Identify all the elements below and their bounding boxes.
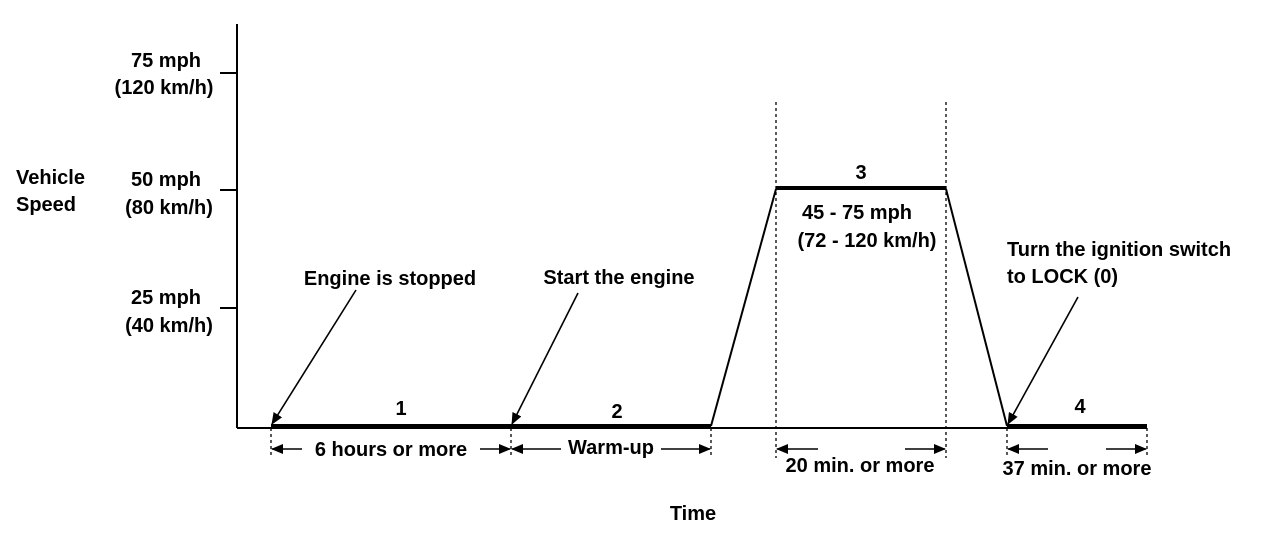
tick-label-75-mph: 75 mph <box>131 50 201 72</box>
duration-4-label: 37 min. or more <box>1003 458 1152 480</box>
accel-ramp <box>710 188 777 427</box>
x-axis-title: Time <box>670 503 716 525</box>
callout-ignition-line2: to LOCK (0) <box>1007 266 1118 288</box>
speed-range-kmh: (72 - 120 km/h) <box>798 230 937 252</box>
callout-engine-stopped: Engine is stopped <box>304 268 476 290</box>
duration-1-label: 6 hours or more <box>315 439 467 461</box>
tick-label-50-kmh: (80 km/h) <box>125 197 213 219</box>
tick-label-75-kmh: (120 km/h) <box>115 77 214 99</box>
phase-4-label: 4 <box>1074 396 1086 418</box>
y-axis-title-line2: Speed <box>16 194 76 216</box>
callout-ignition-line1: Turn the ignition switch <box>1007 239 1231 261</box>
duration-3-label: 20 min. or more <box>786 455 935 477</box>
phase-1-label: 1 <box>395 398 406 420</box>
phase-3-label: 3 <box>855 162 866 184</box>
tick-label-25-mph: 25 mph <box>131 287 201 309</box>
tick-label-50-mph: 50 mph <box>131 169 201 191</box>
phase-2-label: 2 <box>611 401 622 423</box>
duration-2-label: Warm-up <box>568 437 654 459</box>
tick-label-25-kmh: (40 km/h) <box>125 315 213 337</box>
decel-ramp <box>945 188 1008 427</box>
callout-engine-stopped-arrow <box>271 289 357 425</box>
callout-ignition-arrow <box>1007 296 1079 425</box>
callout-start-engine-arrow <box>511 292 579 425</box>
callout-start-engine: Start the engine <box>543 267 694 289</box>
speed-range-mph: 45 - 75 mph <box>802 202 912 224</box>
y-axis-title-line1: Vehicle <box>16 167 85 189</box>
